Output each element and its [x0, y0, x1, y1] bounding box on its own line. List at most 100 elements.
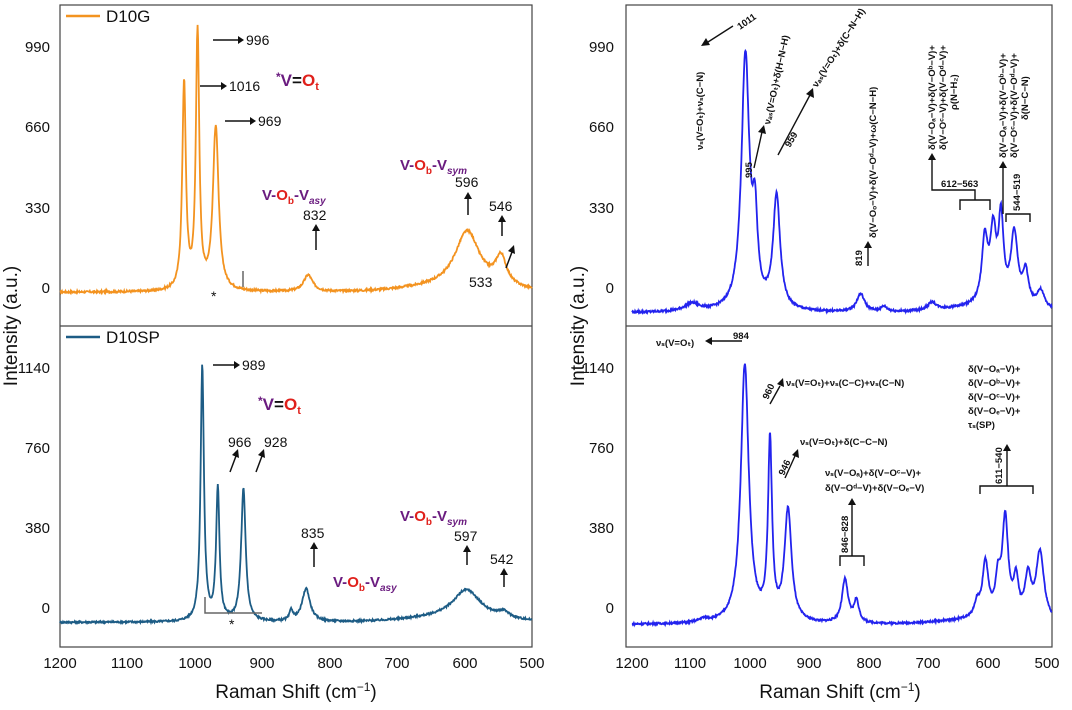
ytick-tl-3: 990	[25, 39, 50, 56]
ytick-br-1: 380	[589, 520, 614, 537]
assign-960: νₛ(V=Oₜ)+νₛ(C−C)+νₛ(C−N)	[786, 378, 904, 389]
x-ticks-right: 1200 1100 1000 900 800 700 600 500	[615, 655, 1059, 672]
ytick-tr-1: 330	[589, 200, 614, 217]
vob-sym-label-tl: V-Ob-Vsym	[400, 157, 467, 177]
ytick-br-2: 760	[589, 440, 614, 457]
vob-asy-label-bl: V-Ob-Vasy	[333, 574, 397, 594]
label-966: 966	[228, 434, 252, 450]
label-989: 989	[242, 357, 266, 373]
ytick-tl-0: 0	[42, 280, 50, 297]
vob-asy-label-tl: V-Ob-Vasy	[262, 187, 326, 207]
y-ticks-bottom-left: 0 380 760 1140	[18, 360, 50, 617]
ytick-tr-2: 660	[589, 119, 614, 136]
assign-612-line1: δ(V−Oₐ−V)+δ(V−Oᵇ−V)+	[927, 45, 938, 150]
arrowhead-995	[758, 125, 766, 134]
assign-984: νₛ(V=Oₜ)	[656, 338, 694, 349]
arrowhead-832	[312, 224, 320, 231]
ytick-bl-2: 760	[25, 440, 50, 457]
arrowhead-989	[234, 361, 240, 369]
legend-d10sp: D10SP	[66, 328, 160, 347]
bracket-846-828	[839, 555, 865, 566]
label-846-828: 846−828	[840, 516, 851, 553]
arrow-960	[769, 385, 781, 405]
vob-sym-label-bl: V-Ob-Vsym	[400, 508, 467, 528]
label-946: 946	[777, 458, 794, 477]
xtick-left-1: 1100	[111, 655, 143, 672]
xtick-left-3: 900	[249, 655, 274, 672]
legend-d10g: D10G	[66, 7, 150, 26]
assign-544-line3: δ(N−C−N)	[1020, 76, 1031, 120]
ytick-tr-3: 990	[589, 39, 614, 56]
assign-959: νₐₛ(V=Oₜ)+δ(C−N−H)	[810, 7, 868, 90]
arrow-946	[784, 455, 796, 479]
label-835: 835	[301, 525, 325, 541]
bracket-611-540	[979, 485, 1034, 494]
arrowhead-835	[310, 542, 318, 549]
assign-995: νₐₛ(V=Oₜ)+δ(H−N−H)	[762, 34, 792, 125]
arrowhead-546	[498, 215, 506, 222]
y-axis-title-left: Intensity (a.u.)	[1, 266, 22, 386]
assign-846-line2: δ(V−Oᵈ−V)+δ(V−Oₑ−V)	[825, 483, 924, 494]
xtick-left-5: 700	[384, 655, 409, 672]
label-928: 928	[264, 434, 288, 450]
xtick-left-2: 1000	[178, 655, 211, 672]
assign-611-line4: δ(V−Oₑ−V)+	[968, 406, 1021, 417]
arrowhead-612-563	[928, 153, 936, 160]
x-axis-title-left: Raman Shift (cm−1)	[215, 680, 377, 703]
xtick-right-1: 1100	[674, 655, 706, 672]
arrowhead-969	[250, 117, 256, 125]
arrowhead-596	[464, 192, 472, 199]
series-line-d10g	[59, 24, 533, 296]
arrowhead-611-540	[1003, 444, 1011, 451]
assign-544-line1: δ(V−Oₐ−V)+δ(V−Oᵇ−V)+	[998, 53, 1009, 158]
assign-1011: νₛ(V=Oₜ)+νₛ(C−N)	[695, 72, 706, 150]
label-1011: 1011	[735, 11, 759, 32]
vot-label-tl: *V=Ot	[276, 70, 319, 93]
label-996: 996	[246, 32, 270, 48]
xtick-right-2: 1000	[733, 655, 766, 672]
assign-846-line1: νₛ(V−Oₐ)+δ(V−Oᶜ−V)+	[825, 468, 921, 479]
y-ticks-top-right: 0 330 660 990	[589, 39, 614, 297]
arrow-533	[505, 251, 513, 269]
ytick-tr-0: 0	[606, 280, 614, 297]
label-533: 533	[469, 274, 493, 290]
assign-612-line2: δ(V−Oᶜ−V)+δ(V−Oᵈ−V)+	[938, 45, 949, 150]
xtick-right-6: 600	[975, 655, 1000, 672]
ytick-tl-2: 660	[25, 119, 50, 136]
assign-946: νₛ(V=Oₜ)+δ(C−C−N)	[800, 437, 888, 448]
xtick-left-6: 600	[452, 655, 477, 672]
label-546: 546	[489, 198, 513, 214]
series-line-d10sp	[59, 364, 533, 626]
arrowhead-542	[500, 568, 508, 575]
assign-612-line3: ρ(N−H₂)	[949, 74, 960, 110]
arrow-966	[229, 455, 237, 473]
assign-611-line5: τₛ(SP)	[968, 420, 995, 431]
y-ticks-top-left: 0 330 660 990	[25, 39, 50, 297]
label-960: 960	[761, 382, 778, 401]
series-line-bottom-right	[631, 363, 1053, 628]
annotations-top-left	[200, 36, 515, 287]
assign-611-line1: δ(V−Oₐ−V)+	[968, 364, 1021, 375]
legend-label-d10g: D10G	[106, 7, 150, 26]
xtick-left-7: 500	[519, 655, 544, 672]
label-596: 596	[455, 174, 479, 190]
y-ticks-bottom-right: 0 380 760 1140	[582, 360, 614, 617]
assign-611-line2: δ(V−Oᵇ−V)+	[968, 378, 1021, 389]
bracket-612-563	[959, 199, 991, 210]
arrowhead-846-828	[848, 498, 856, 505]
ytick-bl-1: 380	[25, 520, 50, 537]
bracket-544-519	[1005, 213, 1031, 222]
ytick-bl-0: 0	[42, 600, 50, 617]
y-axis-title-right: Intensity (a.u.)	[568, 266, 589, 386]
arrowhead-966	[232, 449, 239, 458]
annotations-bottom-left	[204, 361, 508, 614]
arrow-995	[753, 131, 763, 169]
label-819: 819	[854, 250, 865, 266]
arrowhead-1016	[221, 82, 227, 90]
arrowhead-946	[792, 449, 799, 458]
xtick-right-5: 700	[915, 655, 940, 672]
arrowhead-819	[864, 241, 872, 248]
assign-819: δ(V−Oₒ−V)+δ(V−Oᵈ−V)+ω(C−N−H)	[868, 87, 879, 238]
arrowhead-544-519	[999, 161, 1007, 168]
